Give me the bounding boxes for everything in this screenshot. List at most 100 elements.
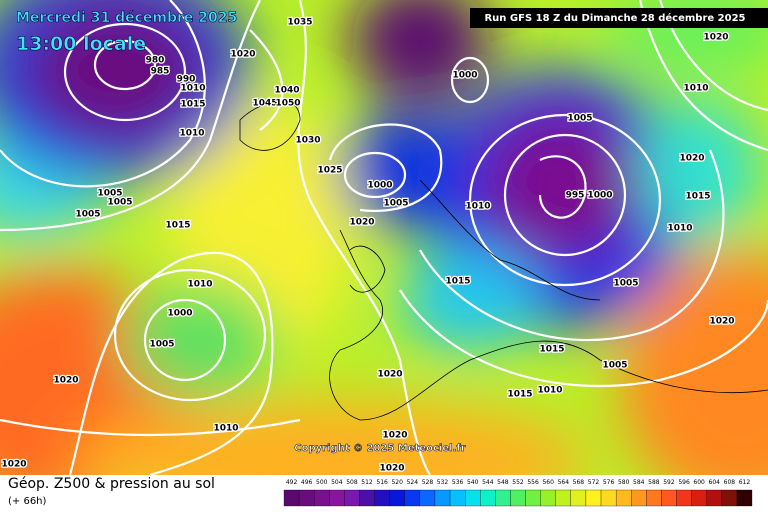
colorbar-swatch bbox=[691, 489, 707, 507]
colorbar-swatch bbox=[374, 489, 390, 507]
colorbar-label: 612 bbox=[739, 479, 751, 486]
isobar-label: 1005 bbox=[75, 210, 100, 220]
colorbar-label: 500 bbox=[316, 479, 328, 486]
colorbar-swatch bbox=[615, 489, 632, 507]
isobar-label: 1020 bbox=[53, 376, 78, 386]
colorbar-label: 544 bbox=[482, 479, 494, 486]
colorbar-label: 556 bbox=[527, 479, 539, 486]
colorbar-swatch bbox=[359, 489, 375, 507]
colorbar-swatch bbox=[329, 489, 345, 507]
isobar-label: 1020 bbox=[709, 317, 734, 327]
isobar-label: 1015 bbox=[445, 277, 470, 287]
colorbar-swatch bbox=[525, 489, 541, 507]
isobar-label: 1005 bbox=[383, 199, 408, 209]
colorbar-label: 540 bbox=[467, 479, 479, 486]
colorbar-swatch bbox=[600, 489, 617, 507]
colorbar-label: 492 bbox=[286, 479, 298, 486]
coastlines bbox=[239, 100, 768, 421]
isobar-label: 1010 bbox=[667, 224, 692, 234]
colorbar-label: 512 bbox=[361, 479, 373, 486]
colorbar-label: 536 bbox=[452, 479, 464, 486]
colorbar-swatch bbox=[570, 489, 587, 507]
isobar-label: 1045 bbox=[252, 99, 277, 109]
isobar-label: 1020 bbox=[230, 50, 255, 60]
colorbar-swatch bbox=[676, 489, 692, 507]
isobar-label: 1010 bbox=[465, 202, 490, 212]
isobar-label: 1020 bbox=[1, 460, 26, 470]
colorbar-label: 604 bbox=[709, 479, 721, 486]
isobar-label: 1000 bbox=[452, 71, 477, 81]
isobar-label: 1010 bbox=[213, 424, 238, 434]
colorbar-swatch bbox=[419, 489, 436, 507]
isobar-label: 1015 bbox=[180, 100, 205, 110]
isobar-label: 1020 bbox=[379, 464, 404, 474]
colorbar-swatch bbox=[404, 489, 421, 507]
colorbar-label: 568 bbox=[573, 479, 585, 486]
colorbar-swatch bbox=[495, 489, 511, 507]
isobar-label: 1015 bbox=[165, 221, 190, 231]
isobar-label: 1015 bbox=[507, 390, 532, 400]
isobar-label: 1050 bbox=[275, 99, 300, 109]
isobar-label: 1040 bbox=[274, 86, 299, 96]
isobar-label: 1020 bbox=[377, 370, 402, 380]
isobar-label: 1005 bbox=[97, 189, 122, 199]
isobar-label: 1000 bbox=[367, 181, 392, 191]
run-info: Run GFS 18 Z du Dimanche 28 décembre 202… bbox=[484, 12, 745, 24]
colorbar-swatch bbox=[434, 489, 451, 507]
isobar-label: 995 bbox=[566, 191, 585, 201]
isobar-label: 1035 bbox=[287, 18, 312, 28]
isobar-label: 1020 bbox=[703, 33, 728, 43]
colorbar-swatch bbox=[298, 489, 315, 507]
colorbar-swatch bbox=[631, 489, 647, 507]
isobar-label: 1000 bbox=[167, 309, 192, 319]
isobar-label: 1005 bbox=[567, 114, 592, 124]
colorbar-label: 496 bbox=[301, 479, 313, 486]
colorbar-swatch bbox=[283, 489, 300, 507]
footer-lead: (+ 66h) bbox=[8, 496, 47, 507]
isobar-label: 1010 bbox=[187, 280, 212, 290]
colorbar-swatch bbox=[646, 489, 662, 507]
colorbar-swatch bbox=[389, 489, 405, 507]
colorbar-swatch bbox=[449, 489, 466, 507]
colorbar-label: 608 bbox=[724, 479, 736, 486]
colorbar-label: 552 bbox=[512, 479, 524, 486]
colorbar-label: 600 bbox=[693, 479, 705, 486]
run-banner bbox=[470, 8, 768, 28]
isobars bbox=[0, 0, 768, 475]
isobar-label: 990 bbox=[177, 75, 196, 85]
valid-date: Mercredi 31 décembre 2025 bbox=[16, 10, 237, 26]
colorbar-label: 528 bbox=[422, 479, 434, 486]
colorbar-swatch bbox=[721, 489, 738, 507]
colorbar-label: 504 bbox=[331, 479, 343, 486]
isobar-label: 1030 bbox=[295, 136, 320, 146]
colorbar-swatch bbox=[585, 489, 602, 507]
colorbar-label: 576 bbox=[603, 479, 615, 486]
colorbar-label: 588 bbox=[648, 479, 660, 486]
colorbar-label: 560 bbox=[542, 479, 554, 486]
colorbar-swatch bbox=[510, 489, 526, 507]
colorbar-swatch bbox=[314, 489, 330, 507]
colorbar-label: 572 bbox=[588, 479, 600, 486]
colorbar-label: 564 bbox=[558, 479, 570, 486]
colorbar-label: 508 bbox=[346, 479, 358, 486]
colorbar-label: 520 bbox=[391, 479, 403, 486]
colorbar-label: 548 bbox=[497, 479, 509, 486]
colorbar-label: 516 bbox=[376, 479, 388, 486]
isobar-label: 1025 bbox=[317, 166, 342, 176]
footer-title: Géop. Z500 & pression au sol bbox=[8, 476, 215, 492]
colorbar-label: 596 bbox=[678, 479, 690, 486]
colorbar-swatch bbox=[465, 489, 481, 507]
isobar-label: 1015 bbox=[685, 192, 710, 202]
colorbar-label: 584 bbox=[633, 479, 645, 486]
colorbar-label: 524 bbox=[407, 479, 419, 486]
local-time: 13:00 locale bbox=[16, 33, 146, 55]
colorbar-label: 532 bbox=[437, 479, 449, 486]
colorbar-swatch bbox=[736, 489, 753, 507]
colorbar-swatch bbox=[344, 489, 360, 507]
isobar-label: 1010 bbox=[179, 129, 204, 139]
isobar-label: 1005 bbox=[602, 361, 627, 371]
colorbar-swatch bbox=[661, 489, 677, 507]
isobar-label: 980 bbox=[146, 56, 165, 66]
colorbar-swatch bbox=[706, 489, 722, 507]
